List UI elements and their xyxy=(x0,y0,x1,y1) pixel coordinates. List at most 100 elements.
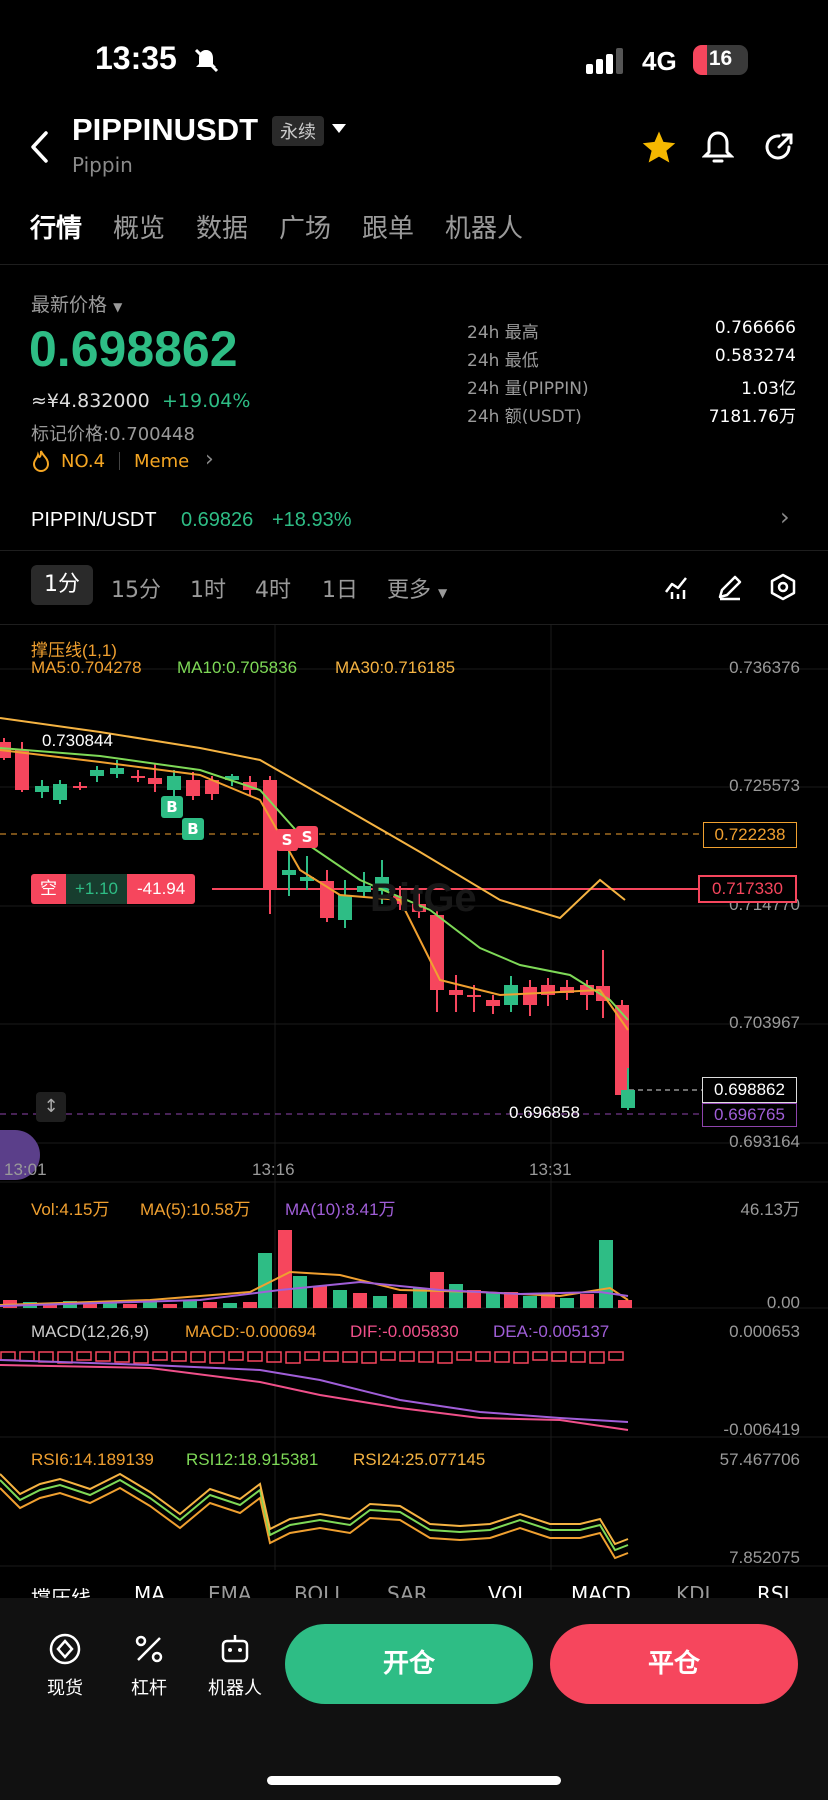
home-indicator xyxy=(267,1776,561,1785)
macd-bar xyxy=(247,1351,263,1362)
interval-4h[interactable]: 4时 xyxy=(255,578,291,603)
draw-pencil-icon[interactable] xyxy=(716,573,744,601)
position-pnl: +1.10 xyxy=(66,874,128,904)
macd-bar xyxy=(0,1351,16,1361)
candle-body xyxy=(131,776,145,778)
share-icon[interactable] xyxy=(763,131,795,163)
symbol-dropdown-icon[interactable] xyxy=(332,124,346,134)
dea-value: DEA:-0.005137 xyxy=(493,1322,610,1341)
meme-tag[interactable]: Meme xyxy=(134,451,190,472)
volume-bar xyxy=(449,1284,463,1308)
macd-bar xyxy=(551,1351,567,1362)
tab-bots[interactable]: 机器人 xyxy=(445,214,524,244)
indicators-icon[interactable] xyxy=(664,574,690,600)
nav-spot-label: 现货 xyxy=(47,1678,83,1699)
last-price: 0.698862 xyxy=(29,321,238,377)
leverage-icon xyxy=(135,1635,163,1663)
nav-robot-label: 机器人 xyxy=(208,1678,262,1699)
spot-price: 0.69826 xyxy=(181,509,254,531)
nav-spot[interactable]: 现货 xyxy=(40,1632,90,1700)
resist-level-tag[interactable]: 0.722238 xyxy=(703,822,797,848)
volume-bar xyxy=(313,1286,327,1308)
candle-body xyxy=(357,886,371,892)
tag-chevron-icon[interactable]: › xyxy=(205,447,214,472)
x-tick-2: 13:31 xyxy=(529,1160,572,1179)
section-divider xyxy=(0,550,828,551)
symbol-title[interactable]: PIPPINUSDT xyxy=(72,112,259,147)
close-position-button[interactable]: 平仓 xyxy=(550,1624,798,1704)
rsi6-value: RSI6:14.189139 xyxy=(31,1450,154,1469)
rsi-axis-top: 57.467706 xyxy=(719,1450,800,1469)
candle-body xyxy=(205,780,219,794)
macd-bar xyxy=(133,1351,149,1364)
latest-price-dropdown-icon: ▼ xyxy=(113,300,123,314)
y-tick-1: 0.725573 xyxy=(729,776,800,795)
ma10-line xyxy=(0,747,629,1021)
vol-axis-bottom: 0.00 xyxy=(766,1293,800,1312)
nav-leverage-label: 杠杆 xyxy=(131,1678,167,1699)
volume-bar xyxy=(333,1290,347,1308)
interval-1h[interactable]: 1时 xyxy=(190,578,226,603)
dif-value: DIF:-0.005830 xyxy=(350,1322,459,1341)
macd-bar xyxy=(95,1351,111,1362)
candle-body xyxy=(263,780,277,888)
volume-bar xyxy=(83,1302,97,1308)
volume-bar xyxy=(618,1300,632,1308)
min-price-label: 0.696858 xyxy=(509,1103,580,1122)
macd-bar xyxy=(418,1351,434,1363)
spot-pair: PIPPIN/USDT xyxy=(31,509,157,531)
interval-more[interactable]: 更多 ▼ xyxy=(387,572,447,604)
spot-row[interactable]: PIPPIN/USDT 0.69826 +18.93% › xyxy=(0,500,828,542)
interval-1m[interactable]: 1分 xyxy=(31,565,93,605)
rank-badge[interactable]: NO.4 xyxy=(61,451,106,472)
volume-bar xyxy=(393,1294,407,1308)
interval-1d[interactable]: 1日 xyxy=(322,578,358,603)
short-position-tag[interactable]: 空 +1.10 -41.94 xyxy=(31,874,196,904)
rsi12-value: RSI12:18.915381 xyxy=(186,1450,319,1469)
tab-copy-trading[interactable]: 跟单 xyxy=(362,214,415,244)
favorite-star-icon[interactable] xyxy=(641,130,677,164)
candle-body xyxy=(560,987,574,993)
entry-level-tag[interactable]: 0.717330 xyxy=(698,875,797,903)
back-icon[interactable] xyxy=(28,130,52,164)
ma10-label: MA10:0.705836 xyxy=(177,658,298,677)
candle-body xyxy=(412,904,426,912)
battery-level: 16 xyxy=(708,47,733,70)
latest-price-label[interactable]: 最新价格 ▼ xyxy=(31,290,122,317)
macd-bar xyxy=(342,1351,358,1363)
volume-bar xyxy=(541,1294,555,1308)
kline-chart[interactable] xyxy=(0,625,828,1590)
interval-15m[interactable]: 15分 xyxy=(111,578,161,603)
y-tick-3: 0.703967 xyxy=(729,1013,800,1032)
macd-bar xyxy=(152,1351,168,1361)
macd-bar xyxy=(456,1351,472,1361)
candle-body xyxy=(53,784,67,800)
tab-overview[interactable]: 概览 xyxy=(113,214,166,244)
ma30-line xyxy=(0,717,626,920)
macd-bar xyxy=(266,1351,282,1363)
tab-data[interactable]: 数据 xyxy=(196,214,249,244)
macd-axis-top: 0.000653 xyxy=(729,1322,800,1341)
floating-avatar[interactable] xyxy=(0,1130,40,1180)
bell-icon[interactable] xyxy=(702,130,734,164)
volume-bar xyxy=(523,1296,537,1308)
open-position-button[interactable]: 开仓 xyxy=(285,1624,533,1704)
tab-market[interactable]: 行情 xyxy=(30,214,83,244)
candle-body xyxy=(225,776,239,780)
tab-square[interactable]: 广场 xyxy=(279,214,332,244)
chart-resize-handle-icon[interactable]: ↕ xyxy=(36,1092,66,1122)
rsi24-line xyxy=(0,1472,629,1546)
macd-bar xyxy=(323,1351,339,1362)
hot-flame-icon xyxy=(32,450,50,472)
volume-ma10-line xyxy=(0,1280,629,1307)
chart-settings-icon[interactable] xyxy=(769,573,797,601)
ma5-line xyxy=(0,749,629,1031)
candle-body xyxy=(186,780,200,796)
nav-robot[interactable]: 机器人 xyxy=(203,1632,267,1700)
macd-bar xyxy=(114,1351,130,1363)
nav-leverage[interactable]: 杠杆 xyxy=(124,1632,174,1700)
volume-bar xyxy=(183,1301,197,1308)
sell-marker: S xyxy=(296,826,318,848)
signal-icon xyxy=(586,48,623,74)
interval-more-caret-icon: ▼ xyxy=(438,586,448,600)
